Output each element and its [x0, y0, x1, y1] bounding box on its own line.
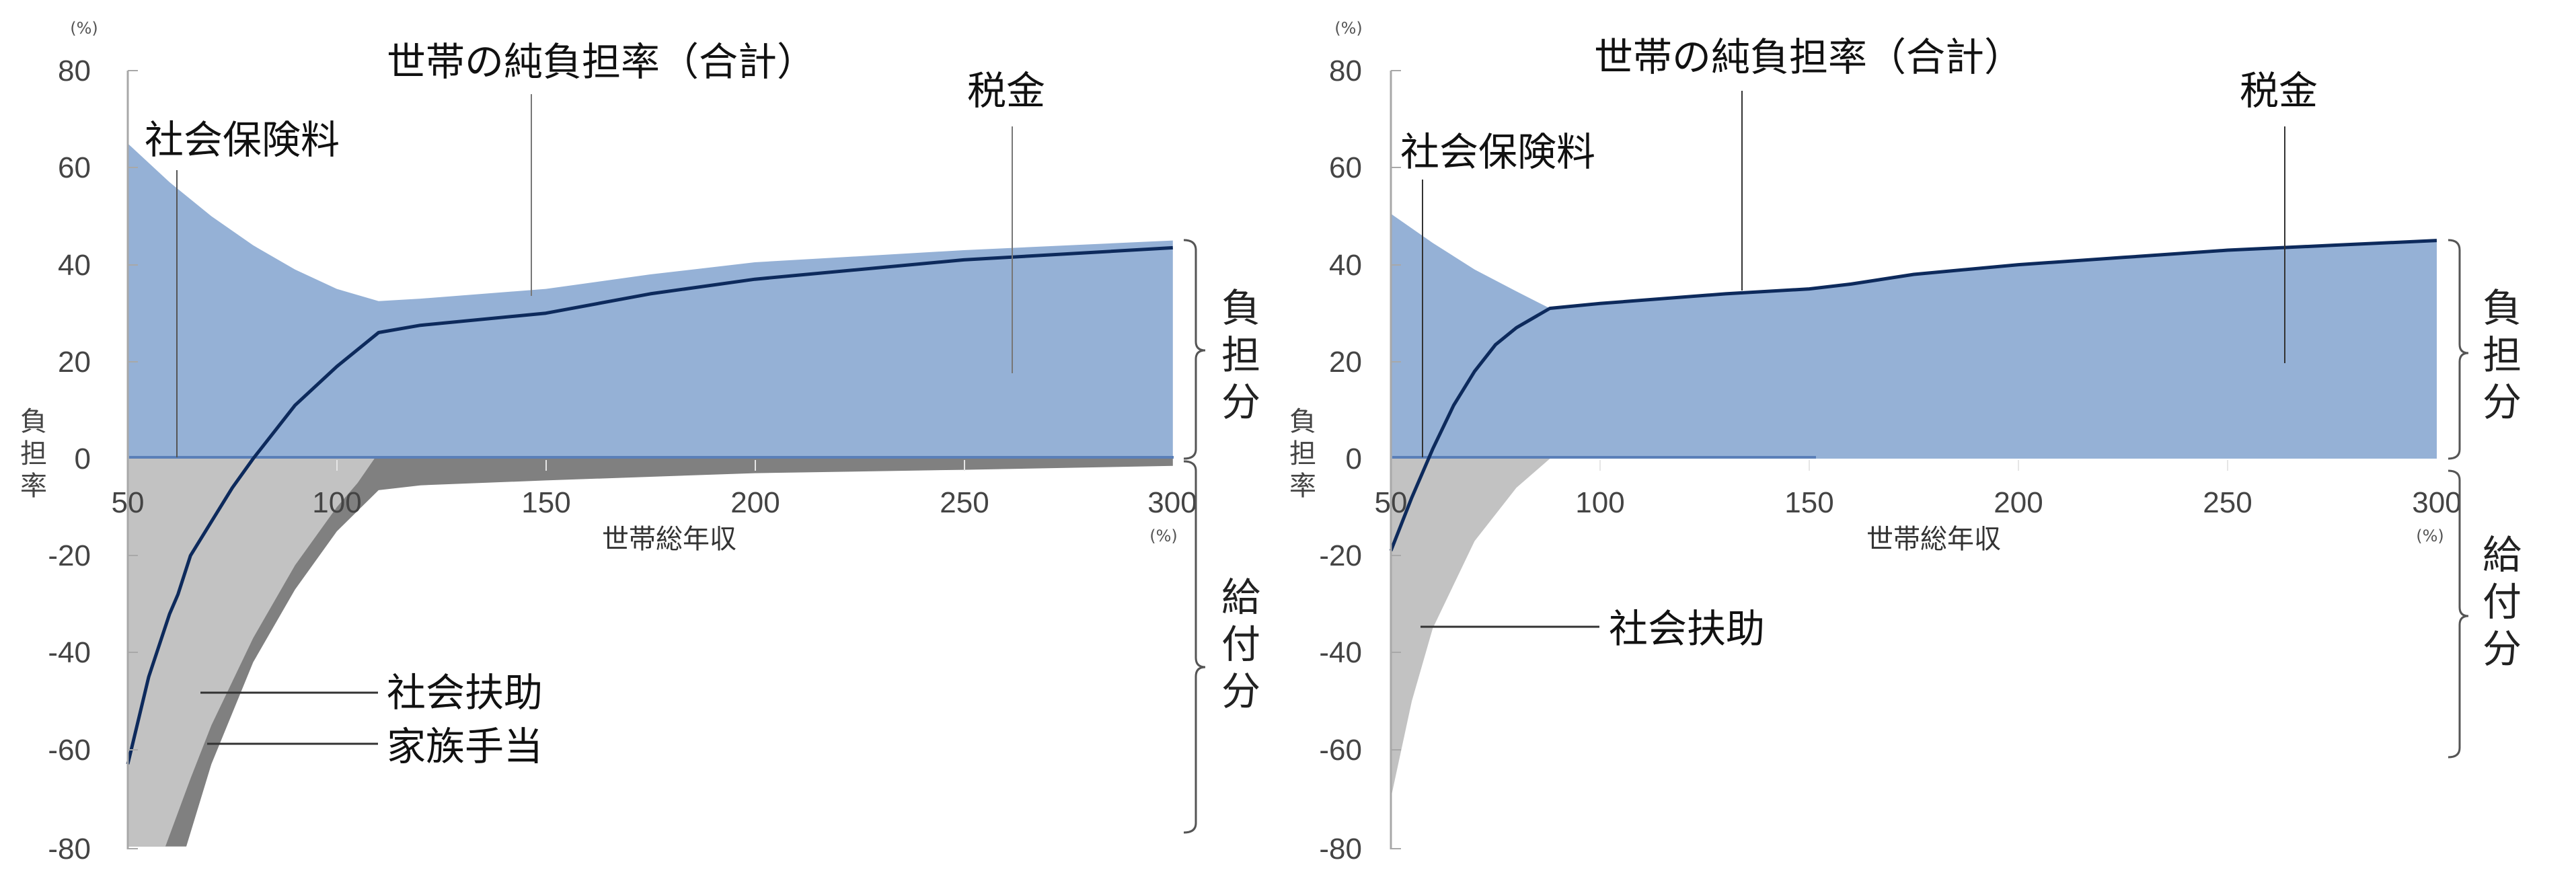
svg-text:付: 付 — [1221, 621, 1260, 667]
y-tick-label: 80 — [1329, 54, 1362, 87]
burden-bracket-label: 負 担 分 — [1221, 285, 1260, 425]
benefit-bracket — [2448, 469, 2469, 759]
svg-text:分: 分 — [1221, 668, 1260, 714]
tax-label: 税金 — [2240, 68, 2318, 114]
burden-bracket-label: 負 担 分 — [2483, 285, 2522, 425]
y-tick-label: 0 — [1346, 442, 1362, 475]
y-axis-label: 負 担 率 — [1289, 406, 1316, 502]
social-assistance-label: 社会扶助 — [387, 670, 543, 716]
x-axis-title: 世帯総年収 — [1866, 524, 2001, 555]
net-burden-line — [126, 245, 1173, 765]
svg-text:付: 付 — [2483, 579, 2522, 625]
benefit-bracket-label: 給 付 分 — [1221, 574, 1260, 714]
x-tick-label: 250 — [2203, 486, 2252, 519]
social-insurance-label: 社会保険料 — [1400, 129, 1595, 175]
y-axis-label: 負 担 率 — [20, 406, 47, 502]
y-axis-ticks — [128, 70, 138, 849]
x-tick-label: 150 — [1784, 486, 1833, 519]
y-axis-ticks — [1391, 70, 1401, 849]
svg-text:負: 負 — [1289, 406, 1316, 437]
x-tick-label: 300 — [2412, 486, 2461, 519]
net-burden-title-label: 世帯の純負担率（合計） — [1594, 34, 2023, 80]
x-tick-label: 100 — [1575, 486, 1624, 519]
net-burden-line — [1389, 239, 2437, 551]
social-assistance-label: 社会扶助 — [1609, 606, 1765, 652]
y-unit-label: (%) — [70, 19, 98, 38]
svg-text:給: 給 — [2483, 532, 2522, 578]
y-tick-label: 20 — [1329, 346, 1362, 379]
y-tick-label: 60 — [58, 151, 91, 184]
svg-text:担: 担 — [2483, 332, 2522, 378]
y-tick-label: -40 — [1319, 636, 1362, 669]
svg-text:負: 負 — [1221, 285, 1260, 331]
x-tick-label: 50 — [1375, 486, 1408, 519]
y-tick-label: 0 — [75, 442, 91, 475]
x-tick-label: 250 — [940, 486, 989, 519]
burden-bracket — [1183, 239, 1206, 460]
svg-text:負: 負 — [20, 406, 47, 437]
y-tick-label: 80 — [58, 54, 91, 87]
burden-area — [1391, 213, 2437, 459]
svg-text:分: 分 — [2483, 626, 2522, 672]
social-assistance-area — [1391, 459, 1550, 798]
x-axis-title: 世帯総年収 — [602, 524, 736, 555]
y-tick-label: 60 — [1329, 151, 1362, 184]
tax-label: 税金 — [967, 68, 1045, 114]
x-gridlines — [336, 460, 965, 471]
svg-text:分: 分 — [2483, 379, 2522, 425]
benefit-bracket-label: 給 付 分 — [2483, 532, 2522, 672]
y-unit-label: (%) — [1334, 19, 1363, 38]
svg-text:分: 分 — [1221, 379, 1260, 425]
x-tick-label: 100 — [312, 486, 361, 519]
burden-bracket — [2448, 239, 2469, 460]
x-unit-label: (%) — [2416, 527, 2444, 545]
svg-text:給: 給 — [1221, 574, 1260, 620]
y-tick-label: 40 — [1329, 249, 1362, 282]
benefit-bracket — [1183, 460, 1206, 834]
social-insurance-label: 社会保険料 — [145, 117, 340, 163]
y-tick-label: -40 — [48, 636, 91, 669]
x-tick-label: 300 — [1147, 486, 1197, 519]
svg-text:率: 率 — [20, 471, 47, 502]
x-gridlines — [1599, 460, 2228, 471]
right-chart: 80 60 40 20 0 -20 -40 -60 -80 (%) 負 担 率 … — [1289, 19, 2522, 865]
x-tick-label: 50 — [112, 486, 145, 519]
x-tick-label: 150 — [521, 486, 570, 519]
x-unit-label: (%) — [1149, 527, 1178, 545]
y-tick-label: -80 — [48, 833, 91, 865]
svg-text:率: 率 — [1289, 471, 1316, 502]
net-burden-title-label: 世帯の純負担率（合計） — [387, 39, 816, 85]
y-tick-label: 20 — [58, 346, 91, 379]
y-tick-label: 40 — [58, 249, 91, 282]
y-tick-label: -20 — [48, 539, 91, 572]
y-tick-label: -20 — [1319, 539, 1362, 572]
x-tick-label: 200 — [1994, 486, 2043, 519]
svg-text:負: 負 — [2483, 285, 2522, 331]
family-allowance-label: 家族手当 — [387, 724, 543, 769]
left-chart: 80 60 40 20 0 -20 -40 -60 -80 (%) 負 担 率 … — [20, 19, 1260, 865]
svg-text:担: 担 — [20, 438, 47, 469]
y-tick-label: -80 — [1319, 833, 1362, 865]
x-tick-label: 200 — [730, 486, 780, 519]
burden-area — [128, 143, 1173, 459]
y-tick-label: -60 — [1319, 734, 1362, 767]
y-tick-label: -60 — [48, 734, 91, 767]
svg-text:担: 担 — [1221, 332, 1260, 378]
svg-text:担: 担 — [1289, 438, 1316, 469]
